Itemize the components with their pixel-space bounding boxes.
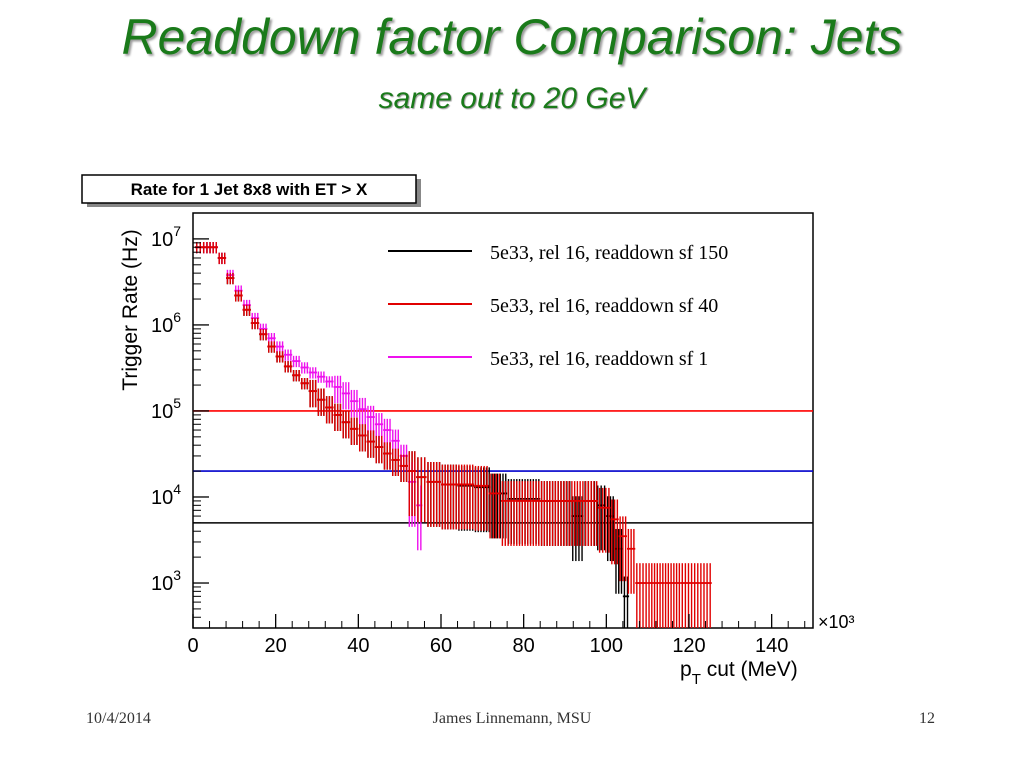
x-tick-label: 140: [755, 635, 788, 657]
legend-label-sf150: 5e33, rel 16, readdown sf 150: [490, 242, 728, 264]
x-tick-label: 20: [265, 635, 287, 657]
slide-subtitle: same out to 20 GeV: [378, 82, 646, 115]
y-tick-label: 104: [151, 481, 181, 509]
axes: 0 20 40 60 80 100 120 140 103 104 105 106 107: [151, 212, 806, 657]
y-tick-label: 105: [151, 395, 181, 423]
chart-title: Rate for 1 Jet 8x8 with ET > X: [131, 180, 368, 199]
x-tick-label: 40: [347, 635, 369, 657]
footer-author: James Linnemann, MSU: [432, 710, 592, 727]
series-1: [195, 242, 712, 628]
legend-label-sf40: 5e33, rel 16, readdown sf 40: [490, 295, 718, 317]
footer-page: 12: [919, 710, 935, 727]
y-tick-label: 106: [151, 309, 181, 337]
footer-date: 10/4/2014: [86, 710, 151, 727]
x-axis-label: pT cut (MeV): [680, 658, 798, 688]
plot-frame: [192, 212, 814, 629]
y-tick-label: 107: [151, 223, 181, 251]
y-tick-label: 103: [151, 567, 181, 595]
x-tick-label: 100: [590, 635, 623, 657]
legend-label-sf1: 5e33, rel 16, readdown sf 1: [490, 348, 708, 370]
x-multiplier: ×10³: [818, 612, 855, 632]
chart-title-box: [81, 174, 417, 204]
y-axis-label: Trigger Rate (Hz): [119, 229, 142, 390]
x-tick-label: 60: [430, 635, 452, 657]
legend: 5e33, rel 16, readdown sf 150 5e33, rel …: [388, 242, 728, 370]
slide-title: Readdown factor Comparison: Jets: [121, 9, 903, 65]
x-tick-label: 120: [672, 635, 705, 657]
series-layer: [195, 242, 712, 628]
x-tick-label: 0: [187, 635, 198, 657]
x-tick-label: 80: [513, 635, 535, 657]
